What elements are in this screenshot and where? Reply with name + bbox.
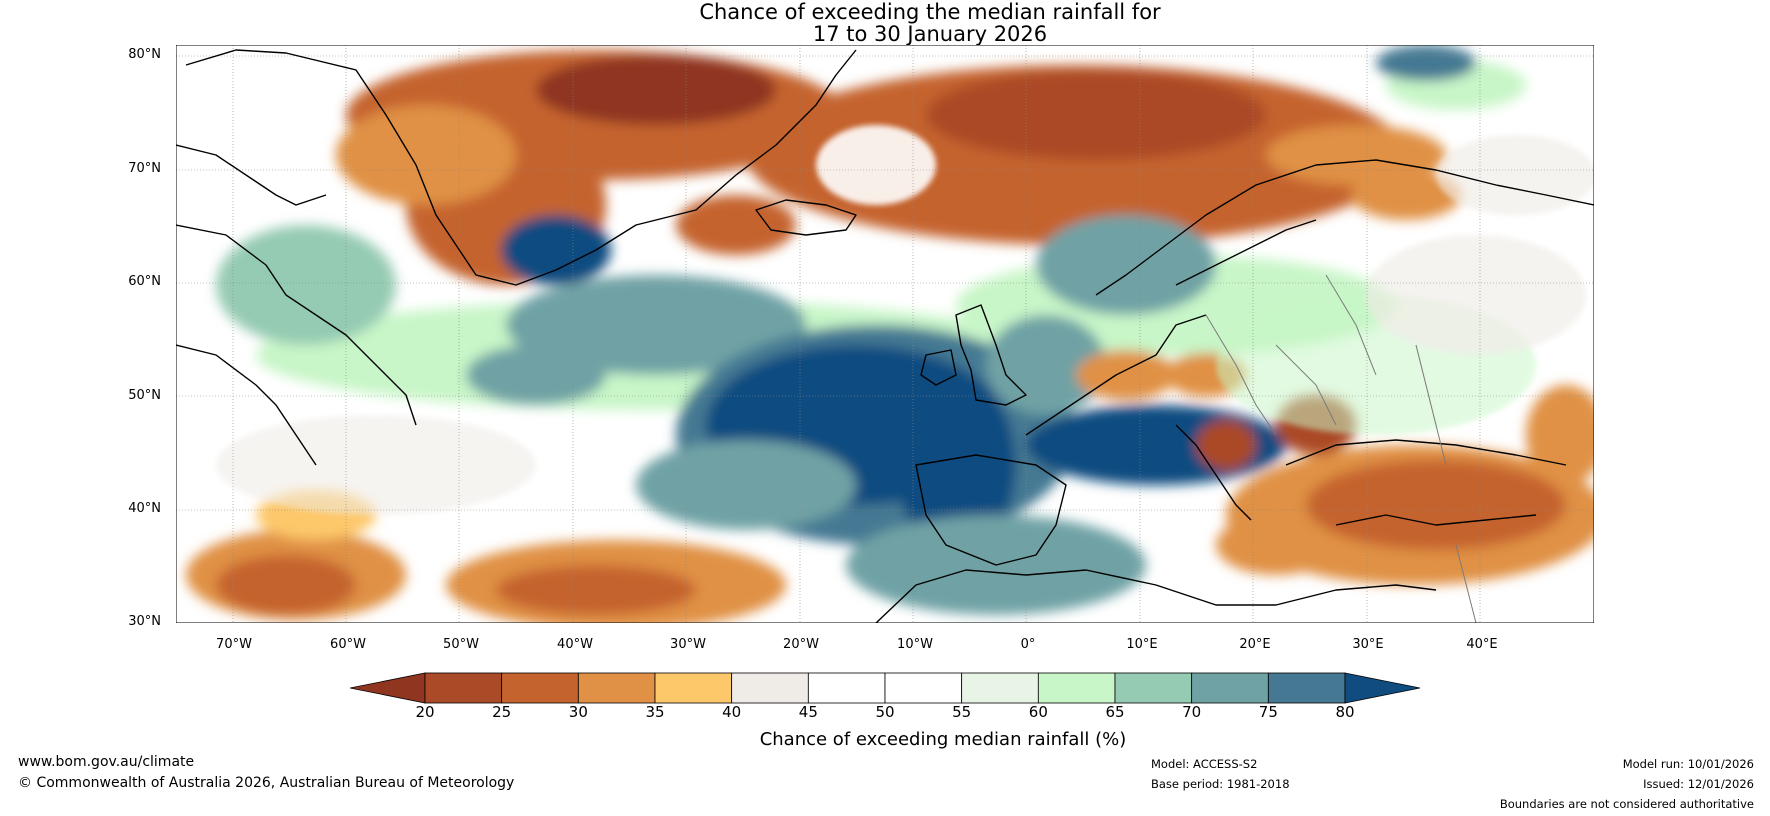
footer-model: Model: ACCESS-S2: [1151, 757, 1258, 771]
footer-model-run: Model run: 10/01/2026: [1622, 757, 1754, 771]
lat-label-70n: 70°N: [128, 161, 161, 176]
lon-label-20w: 20°W: [783, 637, 819, 652]
colorbar-box: [654, 672, 733, 704]
footer-issued: Issued: 12/01/2026: [1643, 777, 1754, 791]
lat-label-80n: 80°N: [128, 47, 161, 62]
lon-label-30w: 30°W: [670, 637, 706, 652]
footer-copyright: © Commonwealth of Australia 2026, Austra…: [18, 775, 515, 791]
chart-title-line-1: Chance of exceeding the median rainfall …: [699, 0, 1161, 24]
lon-label-70w: 70°W: [216, 637, 252, 652]
footer-base-period: Base period: 1981-2018: [1151, 777, 1290, 791]
lon-label-30e: 30°E: [1352, 637, 1384, 652]
footer-disclaimer: Boundaries are not considered authoritat…: [1499, 797, 1754, 811]
lat-label-60n: 60°N: [128, 274, 161, 289]
colorbar-tick-label: 70: [1182, 703, 1202, 721]
colorbar-tick-label: 35: [645, 703, 665, 721]
colorbar-tick-label: 75: [1258, 703, 1278, 721]
colorbar-box: [1191, 672, 1269, 704]
colorbar-box: [1114, 672, 1193, 704]
rainfall-map: [176, 45, 1594, 623]
colorbar-tick-label: 45: [798, 703, 818, 721]
country-borders: [1205, 274, 1477, 623]
lon-label-10e: 10°E: [1126, 637, 1158, 652]
colorbar-box: [884, 672, 963, 704]
rainfall-field-light: [216, 125, 1594, 515]
footer-website: www.bom.gov.au/climate: [18, 754, 195, 770]
colorbar-box: [807, 672, 886, 704]
colorbar-box: [1037, 672, 1116, 704]
colorbar-box: [731, 672, 809, 704]
colorbar-tick-label: 40: [722, 703, 742, 721]
colorbar-tick-label: 55: [952, 703, 972, 721]
colorbar-tick-label: 30: [568, 703, 588, 721]
colorbar-title: Chance of exceeding median rainfall (%): [759, 729, 1127, 750]
colorbar-legend: [350, 672, 1420, 704]
lon-label-40w: 40°W: [557, 637, 593, 652]
lon-label-10w: 10°W: [897, 637, 933, 652]
colorbar-tick-label: 25: [492, 703, 512, 721]
colorbar-tick-label: 65: [1105, 703, 1125, 721]
lon-label-50w: 50°W: [443, 637, 479, 652]
colorbar-box: [501, 672, 579, 704]
lat-label-40n: 40°N: [128, 501, 161, 516]
colorbar-tick-label: 50: [875, 703, 895, 721]
colorbar-box: [424, 672, 503, 704]
chart-title-line-2: 17 to 30 January 2026: [812, 22, 1048, 46]
colorbar-tick-label: 20: [415, 703, 435, 721]
colorbar-box: [961, 672, 1039, 704]
colorbar-extend-low: [350, 672, 426, 704]
coastlines: [176, 49, 1594, 623]
lon-label-60w: 60°W: [330, 637, 366, 652]
colorbar-box: [1267, 672, 1346, 704]
colorbar-tick-label: 80: [1335, 703, 1355, 721]
lon-label-0: 0°: [1020, 637, 1036, 652]
colorbar-tick-label: 60: [1028, 703, 1048, 721]
lon-label-20e: 20°E: [1239, 637, 1271, 652]
lat-label-50n: 50°N: [128, 388, 161, 403]
colorbar-extend-high: [1344, 672, 1420, 704]
lat-label-30n: 30°N: [128, 614, 161, 629]
colorbar-box: [577, 672, 656, 704]
lon-label-40e: 40°E: [1466, 637, 1498, 652]
graticule: [176, 45, 1594, 623]
